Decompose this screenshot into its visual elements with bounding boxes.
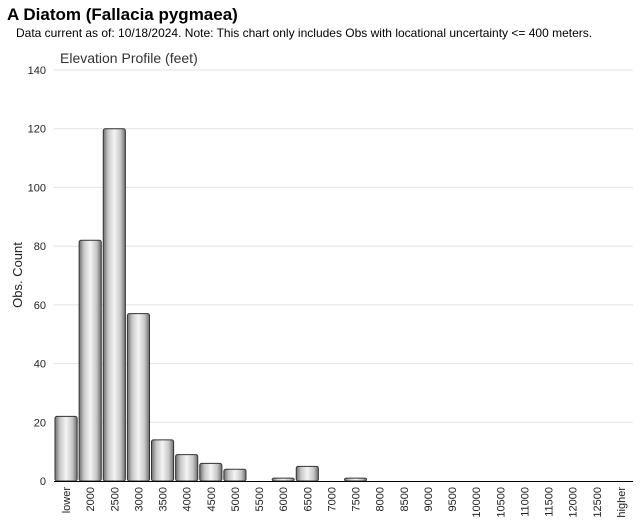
x-tick-label: 6500 (302, 487, 314, 511)
bar-6500 (295, 465, 319, 482)
x-tick-label: 9500 (447, 487, 459, 511)
bar-4500 (199, 462, 223, 482)
chart-subtitle: Data current as of: 10/18/2024. Note: Th… (16, 26, 593, 40)
x-tick-label: 2000 (85, 487, 97, 511)
x-tick-label: 6000 (278, 487, 290, 511)
x-tick-label: 12500 (592, 487, 604, 518)
y-tick-label: 0 (40, 476, 46, 488)
x-tick-label: 10500 (495, 487, 507, 518)
x-tick-label: 10000 (471, 487, 483, 518)
chart-title: A Diatom (Fallacia pygmaea) (7, 5, 238, 24)
x-ticks: lower 2000 2500 3000 3500 4000 4500 5000 5500 600… (61, 487, 628, 518)
bars (54, 128, 368, 482)
x-tick-label: 3500 (158, 487, 170, 511)
x-tick-label: 7000 (326, 487, 338, 511)
y-tick-label: 40 (34, 359, 46, 371)
y-tick-label: 20 (34, 417, 46, 429)
bar-6000 (271, 477, 295, 482)
plot-title: Elevation Profile (feet) (60, 50, 198, 66)
x-tick-label: higher (616, 487, 628, 518)
x-tick-label: 2500 (109, 487, 121, 511)
x-tick-label: 12000 (568, 487, 580, 518)
y-tick-label: 120 (28, 124, 46, 136)
x-tick-label: 3000 (133, 487, 145, 511)
y-ticks: 0 20 40 60 80 100 120 140 (28, 65, 46, 488)
x-tick-label: lower (61, 487, 73, 514)
x-tick-label: 8000 (375, 487, 387, 511)
y-tick-label: 140 (28, 65, 46, 77)
y-tick-label: 100 (28, 182, 46, 194)
bar-5000 (223, 468, 247, 482)
bar-2500 (102, 128, 126, 482)
x-tick-label: 8500 (399, 487, 411, 511)
x-tick-label: 7500 (351, 487, 363, 511)
x-tick-label: 4000 (182, 487, 194, 511)
x-tick-label: 5500 (254, 487, 266, 511)
gridlines (54, 69, 633, 423)
bar-2000 (78, 239, 102, 482)
y-axis-label: Obs. Count (10, 242, 25, 308)
x-tick-label: 9000 (423, 487, 435, 511)
bar-lower (54, 415, 78, 482)
y-tick-label: 60 (34, 300, 46, 312)
x-tick-label: 11500 (544, 487, 556, 517)
bar-3000 (126, 313, 150, 482)
bar-3500 (151, 439, 175, 482)
bar-4000 (175, 454, 199, 482)
x-tick-label: 11000 (519, 487, 531, 517)
bar-7500 (344, 477, 368, 482)
y-tick-label: 80 (34, 241, 46, 253)
x-tick-label: 5000 (230, 487, 242, 511)
x-tick-label: 4500 (206, 487, 218, 511)
